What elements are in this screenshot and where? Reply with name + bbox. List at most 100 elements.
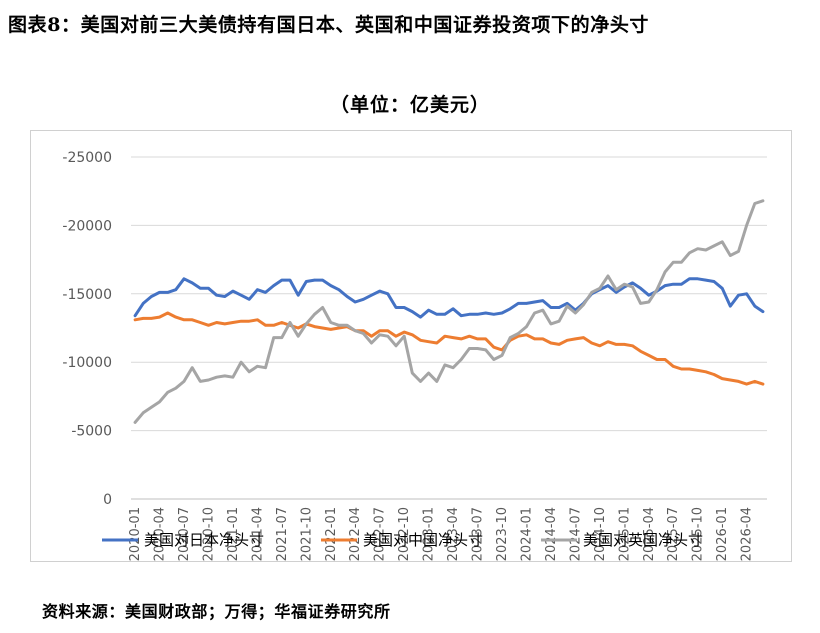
- data-point: [248, 298, 251, 301]
- data-point: [549, 306, 553, 309]
- data-point: [427, 309, 430, 312]
- data-point: [239, 361, 243, 364]
- data-point: [672, 365, 675, 368]
- legend-label: 美国对中国净头寸: [363, 531, 483, 549]
- x-tick-label: 2020-01: [128, 507, 143, 561]
- data-point: [174, 387, 177, 390]
- data-point: [557, 320, 561, 323]
- data-point: [680, 283, 683, 286]
- data-point: [386, 292, 389, 295]
- data-point: [639, 350, 642, 353]
- x-tick-label: 2023-01: [422, 507, 437, 561]
- data-point: [182, 380, 186, 383]
- data-point: [761, 382, 765, 386]
- data-point: [460, 314, 463, 317]
- data-point: [533, 311, 536, 315]
- data-point: [688, 277, 691, 280]
- data-point: [737, 294, 740, 297]
- data-point: [606, 340, 610, 343]
- data-point: [631, 285, 634, 289]
- data-point: [468, 335, 471, 338]
- data-point: [133, 318, 137, 321]
- data-point: [215, 294, 218, 297]
- data-point: [411, 371, 414, 375]
- data-point: [484, 348, 487, 352]
- data-point: [615, 343, 618, 346]
- data-point: [647, 300, 650, 304]
- data-point: [680, 367, 683, 371]
- data-point: [191, 281, 194, 285]
- data-point: [158, 315, 161, 319]
- data-point: [574, 337, 577, 341]
- data-point: [321, 326, 324, 330]
- data-point: [288, 321, 292, 324]
- data-point: [443, 335, 447, 338]
- data-point: [590, 291, 593, 294]
- x-tick-label: 2023-10: [495, 507, 510, 561]
- data-point: [435, 380, 438, 383]
- data-point: [517, 302, 520, 305]
- data-point: [313, 325, 316, 328]
- data-point: [313, 278, 316, 282]
- data-point: [712, 373, 716, 376]
- data-point: [492, 358, 495, 361]
- data-point: [231, 289, 235, 293]
- data-point: [566, 339, 569, 342]
- data-point: [672, 283, 675, 286]
- series-line-2: [133, 311, 765, 386]
- x-tick-label: 2020-10: [201, 507, 216, 561]
- data-point: [549, 341, 553, 345]
- data-point: [403, 306, 406, 309]
- data-point: [427, 340, 430, 343]
- data-point: [207, 324, 210, 327]
- data-point: [623, 343, 626, 346]
- data-point: [468, 347, 471, 350]
- x-tick-label: 2024-07: [568, 507, 583, 561]
- data-point: [223, 295, 226, 298]
- data-point: [460, 337, 463, 341]
- data-point: [492, 346, 495, 349]
- data-point: [484, 337, 487, 341]
- data-point: [248, 320, 251, 323]
- data-point: [264, 324, 267, 327]
- data-point: [525, 325, 528, 328]
- data-point: [500, 348, 504, 352]
- data-point: [378, 289, 381, 293]
- data-point: [729, 378, 732, 382]
- data-point: [305, 280, 308, 283]
- data-point: [419, 380, 422, 383]
- data-point: [704, 278, 707, 282]
- x-tick-label: 2024-10: [593, 507, 608, 561]
- data-point: [297, 294, 300, 297]
- data-point: [411, 310, 414, 313]
- data-point: [329, 321, 332, 324]
- data-point: [386, 329, 389, 332]
- data-point: [631, 281, 634, 285]
- data-point: [688, 367, 691, 371]
- unit-label: （单位：亿美元）: [329, 94, 490, 116]
- data-point: [435, 341, 438, 345]
- data-point: [541, 309, 544, 312]
- x-tick-label: 2025-10: [691, 507, 706, 561]
- data-point: [394, 335, 398, 338]
- data-point: [305, 322, 308, 326]
- x-tick-label: 2024-01: [519, 507, 534, 561]
- data-point: [525, 302, 528, 305]
- data-point: [663, 358, 667, 361]
- data-point: [753, 202, 756, 205]
- data-point: [476, 347, 479, 350]
- data-point: [133, 421, 137, 424]
- data-point: [606, 274, 610, 278]
- data-point: [150, 317, 153, 320]
- data-point: [533, 300, 536, 304]
- data-point: [370, 294, 373, 297]
- data-point: [207, 378, 210, 382]
- data-point: [696, 277, 699, 280]
- data-point: [566, 302, 569, 305]
- data-point: [419, 339, 422, 342]
- data-point: [737, 380, 740, 383]
- figure-title: 图表8：美国对前三大美债持有国日本、英国和中国证券投资项下的净头寸: [8, 14, 650, 36]
- x-tick-label: 2021-07: [275, 507, 290, 561]
- data-point: [655, 288, 659, 291]
- data-point: [712, 280, 716, 283]
